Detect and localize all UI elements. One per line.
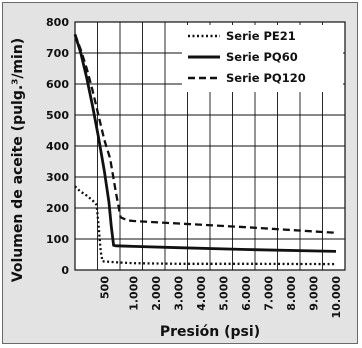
series-line [73,33,337,253]
y-tick-label: 600 [46,78,69,91]
y-axis-label: Volumen de aceite (pulg.³/min) [10,38,26,282]
y-tick-label: 100 [46,233,69,246]
series-group [73,33,337,266]
series-line [73,33,337,234]
x-tick-label: 10.000 [330,276,343,319]
y-tick-label: 300 [46,171,69,184]
y-tick-label: 0 [61,264,69,277]
y-tick-label: 800 [46,16,69,29]
x-tick-label: 1.000 [128,276,141,311]
x-tick-label: 3.000 [173,276,186,311]
x-tick-label: 4.000 [195,276,208,311]
y-tick-labels: 0 100 200 300 400 500 600 700 800 [46,16,69,277]
series-line [74,185,337,266]
y-tick-label: 700 [46,47,69,60]
x-tick-label: 2.000 [150,276,163,311]
x-tick-label: 5.000 [218,276,231,311]
y-tick-label: 500 [46,109,69,122]
y-tick-label: 400 [46,140,69,153]
x-tick-label: 6.000 [240,276,253,311]
x-tick-label: 7.000 [263,276,276,311]
y-tick-label: 200 [46,202,69,215]
x-tick-label: 500 [98,276,111,299]
legend-entries: Serie PE21 Serie PQ60 Serie PQ120 [188,29,306,85]
x-tick-label: 8.000 [285,276,298,311]
x-tick-labels: 500 1.000 2.000 3.000 4.000 5.000 6.000 7.000 8.… [98,276,343,319]
legend-label: Serie PE21 [226,29,296,43]
x-tick-label: 9.000 [308,276,321,311]
x-axis-label: Presión (psi) [160,324,260,340]
legend-label: Serie PQ60 [226,50,298,64]
legend-label: Serie PQ120 [226,71,306,85]
